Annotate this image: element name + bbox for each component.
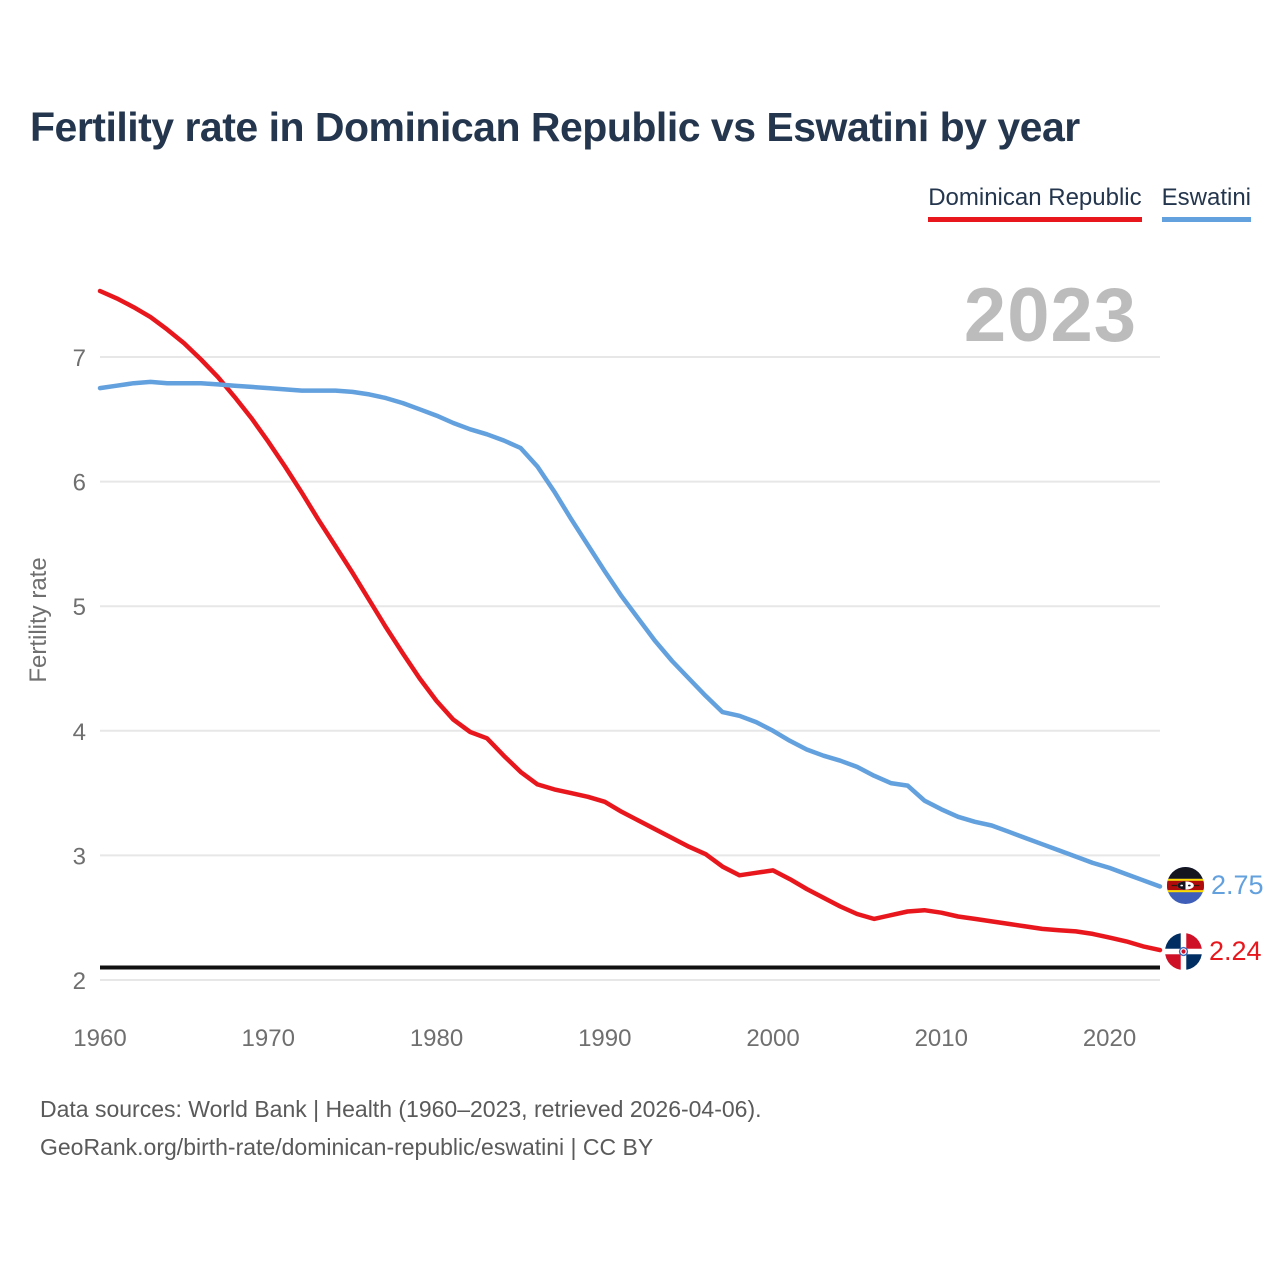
data-sources-line: Data sources: World Bank | Health (1960–… bbox=[40, 1096, 762, 1122]
dominican-republic-flag-icon bbox=[1165, 933, 1202, 970]
end-value-dominican-republic: 2.24 bbox=[1209, 936, 1262, 966]
attribution-line: GeoRank.org/birth-rate/dominican-republi… bbox=[40, 1134, 654, 1160]
year-watermark: 2023 bbox=[963, 273, 1137, 358]
y-tick-label: 5 bbox=[73, 594, 86, 621]
legend-item-eswatini[interactable]: Eswatini bbox=[1161, 184, 1251, 222]
y-tick-label: 4 bbox=[73, 719, 86, 746]
end-value-eswatini: 2.75 bbox=[1211, 870, 1264, 900]
end-label-eswatini: 2.75 bbox=[1167, 867, 1264, 904]
x-tick-label: 1970 bbox=[242, 1025, 295, 1052]
chart-title: Fertility rate in Dominican Republic vs … bbox=[30, 104, 1080, 150]
y-tick-label: 2 bbox=[73, 968, 86, 995]
y-tick-label: 3 bbox=[73, 843, 86, 870]
x-tick-label: 2020 bbox=[1083, 1025, 1136, 1052]
end-label-dominican-republic: 2.24 bbox=[1165, 933, 1262, 970]
series-line-eswatini bbox=[97, 379, 1163, 889]
x-tick-label: 1960 bbox=[73, 1025, 126, 1052]
series-line-dominican-republic bbox=[97, 288, 1163, 953]
y-tick-label: 7 bbox=[73, 345, 86, 372]
x-tick-label: 2000 bbox=[746, 1025, 799, 1052]
x-tick-label: 1980 bbox=[410, 1025, 463, 1052]
legend-item-dominican-republic[interactable]: Dominican Republic bbox=[928, 184, 1142, 222]
x-tick-label: 1990 bbox=[578, 1025, 631, 1052]
legend: Dominican Republic Eswatini bbox=[928, 184, 1251, 222]
y-tick-label: 6 bbox=[73, 470, 86, 497]
x-tick-label: 2010 bbox=[915, 1025, 968, 1052]
eswatini-flag-icon bbox=[1167, 867, 1204, 904]
footer: Data sources: World Bank | Health (1960–… bbox=[40, 1090, 762, 1166]
y-axis-title: Fertility rate bbox=[25, 557, 52, 682]
